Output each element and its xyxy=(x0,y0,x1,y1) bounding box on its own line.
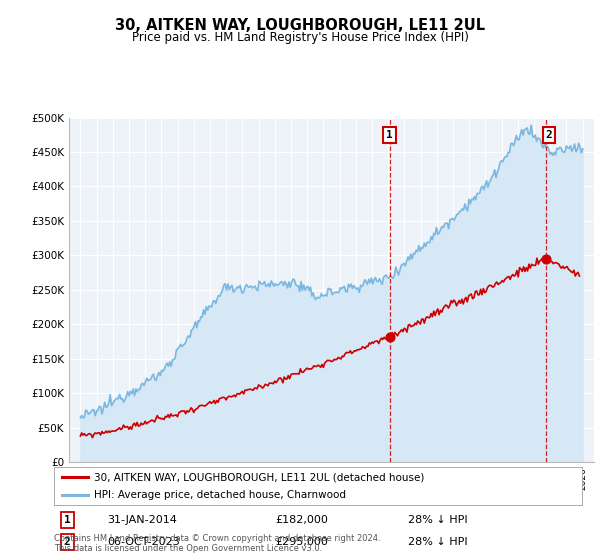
Point xyxy=(542,254,551,263)
Text: £295,000: £295,000 xyxy=(276,538,329,547)
Text: 1: 1 xyxy=(386,130,393,140)
Text: 28% ↓ HPI: 28% ↓ HPI xyxy=(408,538,467,547)
Text: 30, AITKEN WAY, LOUGHBOROUGH, LE11 2UL: 30, AITKEN WAY, LOUGHBOROUGH, LE11 2UL xyxy=(115,18,485,33)
Text: 2: 2 xyxy=(64,538,71,547)
Point xyxy=(385,332,394,341)
Text: 2: 2 xyxy=(545,130,552,140)
Text: £182,000: £182,000 xyxy=(276,515,329,525)
Text: Contains HM Land Registry data © Crown copyright and database right 2024.
This d: Contains HM Land Registry data © Crown c… xyxy=(54,534,380,553)
Text: 1: 1 xyxy=(64,515,71,525)
Text: 31-JAN-2014: 31-JAN-2014 xyxy=(107,515,176,525)
Text: 30, AITKEN WAY, LOUGHBOROUGH, LE11 2UL (detached house): 30, AITKEN WAY, LOUGHBOROUGH, LE11 2UL (… xyxy=(94,472,424,482)
Text: Price paid vs. HM Land Registry's House Price Index (HPI): Price paid vs. HM Land Registry's House … xyxy=(131,31,469,44)
Text: 06-OCT-2023: 06-OCT-2023 xyxy=(107,538,179,547)
Text: HPI: Average price, detached house, Charnwood: HPI: Average price, detached house, Char… xyxy=(94,490,346,500)
Text: 28% ↓ HPI: 28% ↓ HPI xyxy=(408,515,467,525)
